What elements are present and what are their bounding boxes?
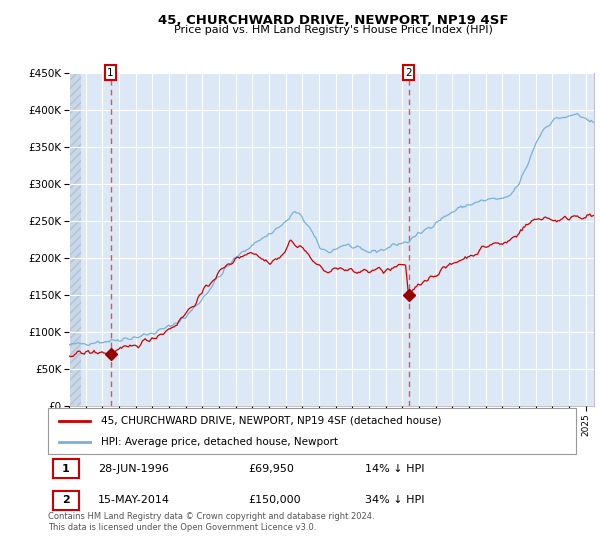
Bar xyxy=(69,73,80,406)
Text: 45, CHURCHWARD DRIVE, NEWPORT, NP19 4SF (detached house): 45, CHURCHWARD DRIVE, NEWPORT, NP19 4SF … xyxy=(101,416,442,426)
Text: Price paid vs. HM Land Registry's House Price Index (HPI): Price paid vs. HM Land Registry's House … xyxy=(173,25,493,35)
Text: 28-JUN-1996: 28-JUN-1996 xyxy=(98,464,169,474)
Bar xyxy=(69,73,80,406)
Text: 14% ↓ HPI: 14% ↓ HPI xyxy=(365,464,424,474)
FancyBboxPatch shape xyxy=(53,459,79,478)
Text: 45, CHURCHWARD DRIVE, NEWPORT, NP19 4SF: 45, CHURCHWARD DRIVE, NEWPORT, NP19 4SF xyxy=(158,14,508,27)
Text: 2: 2 xyxy=(405,68,412,78)
Text: 2: 2 xyxy=(62,495,70,505)
Text: 15-MAY-2014: 15-MAY-2014 xyxy=(98,495,170,505)
Text: Contains HM Land Registry data © Crown copyright and database right 2024.
This d: Contains HM Land Registry data © Crown c… xyxy=(48,512,374,532)
FancyBboxPatch shape xyxy=(48,408,576,454)
Text: £150,000: £150,000 xyxy=(248,495,301,505)
Text: 34% ↓ HPI: 34% ↓ HPI xyxy=(365,495,424,505)
Text: HPI: Average price, detached house, Newport: HPI: Average price, detached house, Newp… xyxy=(101,437,338,447)
Text: 1: 1 xyxy=(62,464,70,474)
Text: 1: 1 xyxy=(107,68,114,78)
Text: £69,950: £69,950 xyxy=(248,464,295,474)
FancyBboxPatch shape xyxy=(53,491,79,510)
